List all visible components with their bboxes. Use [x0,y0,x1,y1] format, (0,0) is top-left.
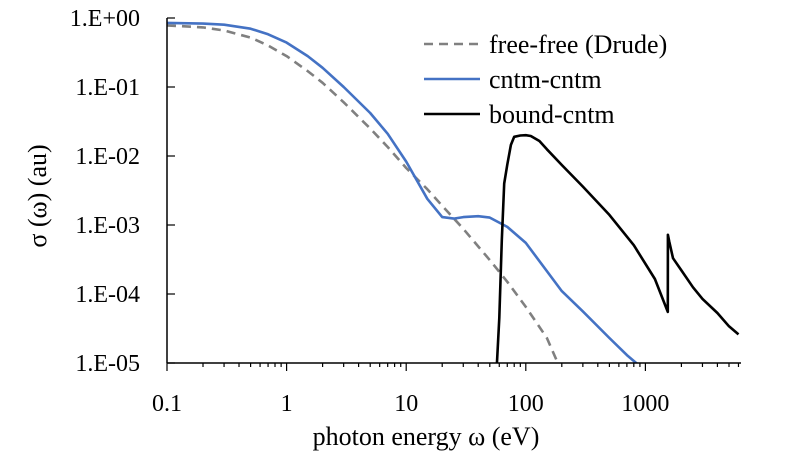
series-line-cntm-cntm [167,21,639,363]
legend-label: cntm-cntm [489,65,602,94]
tick-marks [166,17,740,371]
x-tick-label: 1 [281,391,293,417]
legend-label: free-free (Drude) [489,30,667,59]
plot-area [167,21,740,363]
y-tick-label: 1.E-02 [75,144,140,170]
x-tick-label: 0.1 [152,391,182,417]
tick-labels: 0.1 1 10 100 1000 1.E+00 1.E-01 1.E-02 1.E-03 1.E… [70,6,670,417]
series-line-free-free-drude [167,24,559,363]
y-tick-label: 1.E-01 [75,75,140,101]
y-tick-label: 1.E-04 [75,282,140,308]
x-tick-label: 100 [508,391,544,417]
legend-label: bound-cntm [489,100,615,129]
series-line-bound-cntm [495,133,740,363]
y-tick-label: 1.E+00 [70,6,140,32]
y-axis-title: σ (ω) (au) [23,144,52,247]
legend: free-free (Drude) cntm-cntm bound-cntm [424,30,667,129]
x-tick-label: 1000 [621,391,669,417]
x-axis-title: photon energy ω (eV) [313,422,540,451]
y-tick-label: 1.E-05 [75,351,140,377]
x-tick-label: 10 [394,391,418,417]
y-tick-label: 1.E-03 [75,213,140,239]
